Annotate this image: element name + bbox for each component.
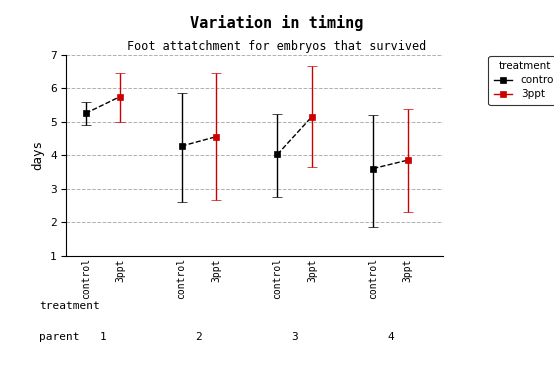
Text: 2: 2 bbox=[196, 332, 202, 342]
Text: treatment: treatment bbox=[39, 301, 100, 311]
Text: Variation in timing: Variation in timing bbox=[191, 15, 363, 31]
Y-axis label: days: days bbox=[32, 140, 44, 170]
Text: 4: 4 bbox=[387, 332, 394, 342]
Text: 3: 3 bbox=[291, 332, 298, 342]
Text: Foot attatchment for embryos that survived: Foot attatchment for embryos that surviv… bbox=[127, 40, 427, 53]
Text: 1: 1 bbox=[100, 332, 106, 342]
Legend: control, 3ppt: control, 3ppt bbox=[489, 56, 554, 105]
Text: parent: parent bbox=[39, 332, 79, 342]
